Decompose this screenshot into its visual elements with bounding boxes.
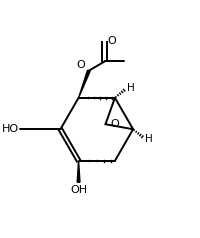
Polygon shape (77, 161, 80, 182)
Text: OH: OH (70, 185, 87, 195)
Text: H: H (145, 134, 153, 144)
Text: O: O (107, 36, 116, 46)
Text: H: H (127, 84, 135, 94)
Text: O: O (110, 119, 119, 129)
Polygon shape (79, 70, 90, 98)
Text: O: O (76, 60, 85, 70)
Text: HO: HO (2, 124, 19, 134)
